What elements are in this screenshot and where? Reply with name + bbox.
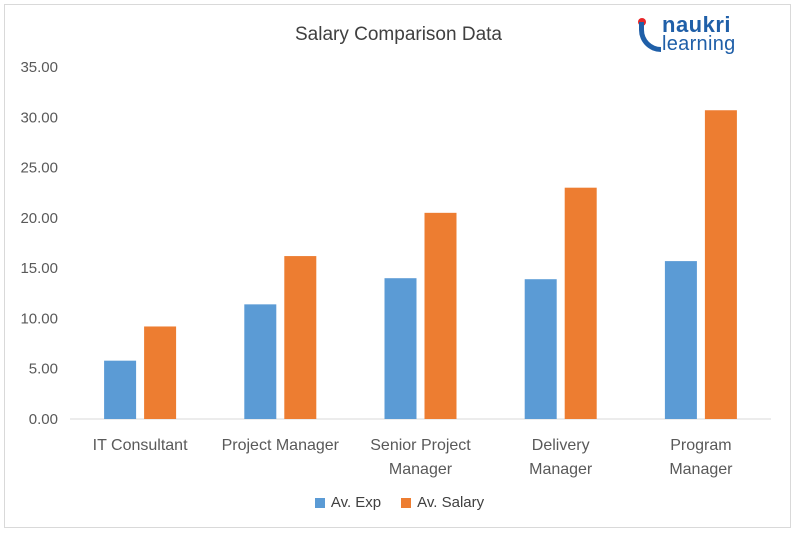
x-tick-label: Manager xyxy=(669,461,733,478)
legend-item: Av. Exp xyxy=(314,494,382,511)
y-tick-label: 0.00 xyxy=(29,411,58,428)
bar-av-exp xyxy=(244,304,277,419)
x-tick-label: Manager xyxy=(529,461,593,478)
bar-av-exp xyxy=(524,279,557,419)
bar-av-exp xyxy=(384,278,417,419)
chart-legend: Av. Exp Av. Salary xyxy=(0,494,799,511)
y-tick-label: 5.00 xyxy=(29,361,58,378)
logo-text-naukri: naukri xyxy=(662,12,732,37)
bar-av-salary xyxy=(564,187,597,419)
naukri-learning-logo: naukri learning xyxy=(636,10,766,58)
x-tick-label: Project Manager xyxy=(222,437,340,454)
chart-title: Salary Comparison Data xyxy=(295,24,502,45)
legend-label: Av. Salary xyxy=(417,494,485,511)
y-tick-label: 20.00 xyxy=(20,210,58,227)
x-tick-label: IT Consultant xyxy=(93,437,188,454)
legend-swatch xyxy=(401,497,412,508)
x-tick-label: Manager xyxy=(389,461,453,478)
bar-av-salary xyxy=(424,212,457,419)
bar-av-salary xyxy=(704,110,737,419)
x-tick-label: Delivery xyxy=(532,437,590,454)
y-tick-label: 30.00 xyxy=(20,109,58,126)
chart-frame: Salary Comparison Data xyxy=(4,4,791,528)
legend-swatch xyxy=(314,497,325,508)
bar-av-exp xyxy=(104,360,137,419)
y-tick-label: 35.00 xyxy=(20,59,58,76)
y-tick-label: 10.00 xyxy=(20,310,58,327)
x-tick-label: Program xyxy=(670,437,731,454)
x-tick-label: Senior Project xyxy=(370,437,471,454)
legend-label: Av. Exp xyxy=(330,494,382,511)
bar-av-salary xyxy=(284,256,317,419)
legend-item: Av. Salary xyxy=(401,494,484,511)
logo-text-learning: learning xyxy=(662,33,736,55)
bar-av-exp xyxy=(664,261,697,419)
y-tick-label: 25.00 xyxy=(20,160,58,177)
y-tick-label: 15.00 xyxy=(20,260,58,277)
logo-swoosh-icon xyxy=(639,22,661,52)
bar-av-salary xyxy=(144,326,177,419)
